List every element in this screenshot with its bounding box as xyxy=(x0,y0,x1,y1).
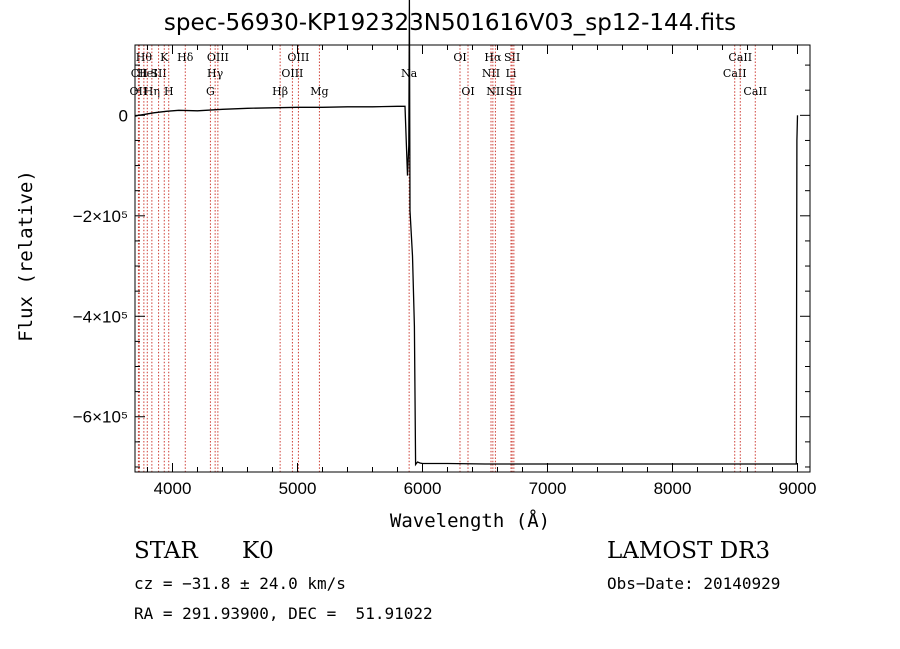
line-marker-label: OIII xyxy=(281,67,303,80)
tick-labels: 4000 5000 6000 7000 8000 9000 0 −2×10⁵ −4×10⁵ −6×… xyxy=(73,106,817,498)
line-marker-label: CaII xyxy=(728,51,752,64)
line-marker-label: Hθ xyxy=(136,51,153,64)
line-marker-label: Hγ xyxy=(207,67,224,80)
series-line-flux xyxy=(134,0,799,467)
line-marker-label: OI xyxy=(461,85,474,98)
line-marker-label: Mg xyxy=(310,85,328,98)
line-marker-label: SII xyxy=(506,85,522,98)
y-tick-label: 0 xyxy=(119,106,128,125)
line-marker-label: OI xyxy=(453,51,466,64)
y-tick-label: −2×10⁵ xyxy=(73,207,128,226)
spectrum-series xyxy=(134,0,799,467)
line-marker-label: OII xyxy=(130,85,148,98)
chart-title: spec-56930-KP192323N501616V03_sp12-144.f… xyxy=(163,10,737,36)
y-tick-label: −6×10⁵ xyxy=(73,408,128,427)
line-marker-label: SII xyxy=(151,67,167,80)
line-marker-label: CaII xyxy=(723,67,747,80)
x-tick-label: 6000 xyxy=(404,479,442,498)
x-tick-label: 5000 xyxy=(279,479,317,498)
line-marker-label: NII xyxy=(482,67,500,80)
x-tick-label: 8000 xyxy=(654,479,692,498)
survey-name: LAMOST DR3 xyxy=(607,538,771,564)
object-subclass: K0 xyxy=(242,538,274,564)
line-marker-label: H xyxy=(164,85,174,98)
y-axis-label: Flux (relative) xyxy=(15,170,37,342)
y-tick-label: −4×10⁵ xyxy=(73,307,128,326)
line-marker-label: Hδ xyxy=(177,51,194,64)
x-tick-label: 7000 xyxy=(529,479,567,498)
line-marker-label: G xyxy=(206,85,215,98)
line-marker-label: Li xyxy=(506,67,517,80)
axis-ticks xyxy=(135,45,810,472)
line-marker-label: Hη xyxy=(144,85,160,98)
object-class: STAR xyxy=(134,538,198,564)
line-marker-label: Hβ xyxy=(272,85,288,98)
line-marker-label: OIII xyxy=(207,51,229,64)
line-marker-label: Hα xyxy=(484,51,502,64)
line-marker-label: SII xyxy=(504,51,520,64)
coordinates: RA = 291.93900, DEC = 51.91022 xyxy=(134,604,433,623)
x-tick-label: 9000 xyxy=(779,479,817,498)
redshift-velocity: cz = −31.8 ± 24.0 km/s xyxy=(134,574,346,593)
line-marker-label: K xyxy=(160,51,169,64)
x-tick-label: 4000 xyxy=(154,479,192,498)
line-marker-label: OIII xyxy=(287,51,309,64)
line-marker-label: CaII xyxy=(743,85,767,98)
line-marker-label: HeI xyxy=(137,67,157,80)
line-marker-label: NII xyxy=(486,85,504,98)
x-axis-label: Wavelength (Å) xyxy=(389,510,551,532)
observation-date: Obs−Date: 20140929 xyxy=(607,574,781,593)
